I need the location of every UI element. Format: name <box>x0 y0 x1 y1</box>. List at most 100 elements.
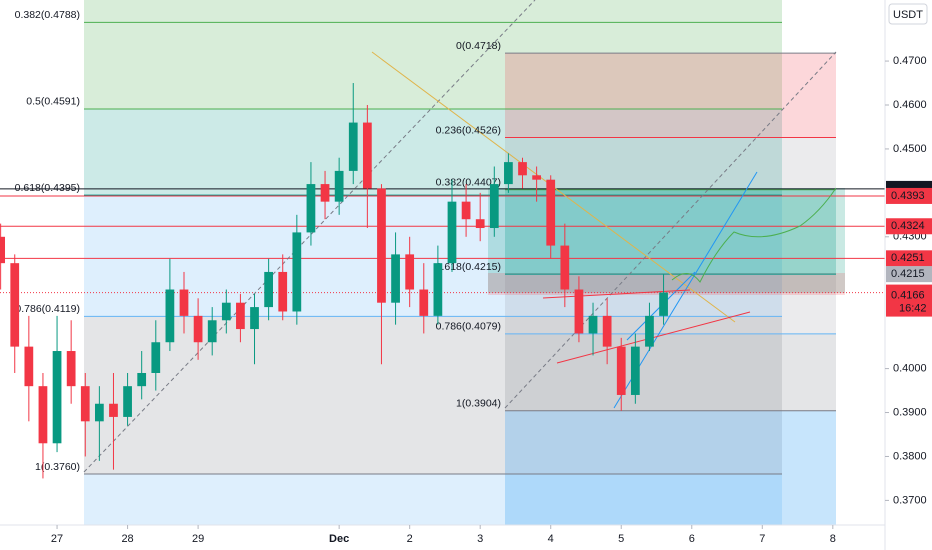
countdown-badge <box>886 300 932 317</box>
y-tick-label: 0.3800 <box>893 450 927 462</box>
candle-body <box>560 245 570 290</box>
candle-body <box>292 232 302 312</box>
price-badge <box>886 187 932 204</box>
price-badge <box>886 218 932 235</box>
fib-zone <box>84 22 782 109</box>
price-badge-label: 0.4166 <box>891 290 925 302</box>
candle-body <box>362 122 372 189</box>
candle-body <box>250 307 259 330</box>
fib-zone <box>84 474 782 525</box>
candle-body <box>278 271 288 312</box>
candle-body <box>320 184 330 202</box>
fib-label: 1(0.3760) <box>35 461 80 473</box>
fib-trend-line <box>83 0 536 473</box>
fib-zone <box>84 108 782 196</box>
x-tick-label: 4 <box>548 533 554 545</box>
candle-body <box>504 162 513 185</box>
candle-body <box>447 201 457 264</box>
candle-body <box>377 188 386 303</box>
x-tick-label: 3 <box>477 533 483 545</box>
candle-body <box>193 315 203 343</box>
candle-body <box>588 315 598 334</box>
y-tick-label: 0.4600 <box>893 99 927 111</box>
y-tick-label: 0.4000 <box>893 363 927 375</box>
y-tick-label: 0.4500 <box>893 143 927 155</box>
candle-body <box>137 372 147 387</box>
fib-label: 0.786(0.4079) <box>436 321 501 333</box>
fib-zone <box>84 316 782 475</box>
projection-curve <box>671 187 837 283</box>
y-tick-label: 0.3900 <box>893 406 927 418</box>
candle-body <box>24 346 34 387</box>
x-tick-label: 28 <box>121 533 133 545</box>
price-badge-label: 0.4251 <box>891 252 925 264</box>
candle-body <box>80 386 90 422</box>
x-tick-label: Dec <box>329 533 349 545</box>
candle-body <box>38 386 48 444</box>
candle-body <box>207 320 217 343</box>
currency: USDT <box>893 9 923 21</box>
x-tick-label: 29 <box>192 533 204 545</box>
candle-body <box>405 254 415 290</box>
fib-zone <box>505 137 836 190</box>
candle-body <box>334 170 344 202</box>
fib-zone <box>505 274 836 334</box>
y-tick-label: 0.4700 <box>893 55 927 67</box>
x-tick-label: 5 <box>618 533 624 545</box>
candle-body <box>532 175 541 180</box>
trend-line <box>542 289 691 299</box>
x-tick-label: 7 <box>759 533 765 545</box>
candle-body <box>0 236 6 264</box>
x-tick-label: 27 <box>51 533 63 545</box>
candle-body <box>264 271 273 308</box>
candle-body <box>602 315 612 347</box>
x-tick-label: 6 <box>689 533 695 545</box>
x-tick-label: 2 <box>407 533 413 545</box>
position-loss <box>488 273 845 295</box>
candle-body <box>10 263 20 347</box>
candle-body <box>221 302 231 321</box>
y-tick-label: 0.3700 <box>893 494 927 506</box>
price-badge <box>886 250 932 267</box>
fib-zone <box>505 410 836 525</box>
countdown: 16:42 <box>899 303 927 315</box>
candle-body <box>391 254 400 303</box>
fib-zone <box>505 333 836 411</box>
candle-body <box>306 184 316 233</box>
candle-body <box>433 263 443 316</box>
candle-body <box>66 351 76 387</box>
candle-body <box>518 162 527 176</box>
fib-label: 0.382(0.4788) <box>15 9 80 21</box>
candle-body <box>348 122 358 171</box>
fib-label: 0.786(0.4119) <box>15 303 80 315</box>
candle-body <box>52 351 62 444</box>
fib-label: 0.618(0.4395) <box>15 182 80 194</box>
candle-body <box>419 289 429 316</box>
x-tick-label: 8 <box>830 533 836 545</box>
fib-label: 0.236(0.4526) <box>436 124 501 136</box>
price-badge-label: 0.4393 <box>891 190 925 202</box>
candle-body <box>109 403 118 417</box>
time-axis <box>0 525 885 550</box>
candle-body <box>151 342 161 373</box>
candle-body <box>461 201 471 220</box>
candle-body <box>659 292 668 316</box>
fib-zone <box>84 0 782 23</box>
candle-body <box>645 315 654 347</box>
candle-body <box>236 302 245 330</box>
price-badge-label: 0.4324 <box>891 220 925 232</box>
fib-label: 0(0.4718) <box>456 40 501 52</box>
fib-zone <box>505 53 836 138</box>
candle-body <box>616 346 626 395</box>
candle-body <box>123 386 132 417</box>
candle-body <box>475 219 485 229</box>
price-badge <box>886 266 932 283</box>
currency-badge[interactable] <box>888 3 928 25</box>
candle-body <box>165 289 175 343</box>
fib-label: 0.5(0.4591) <box>26 96 80 108</box>
fib-zone <box>505 189 836 275</box>
price-badge <box>886 287 932 304</box>
fib-label: 1(0.3904) <box>456 398 501 410</box>
